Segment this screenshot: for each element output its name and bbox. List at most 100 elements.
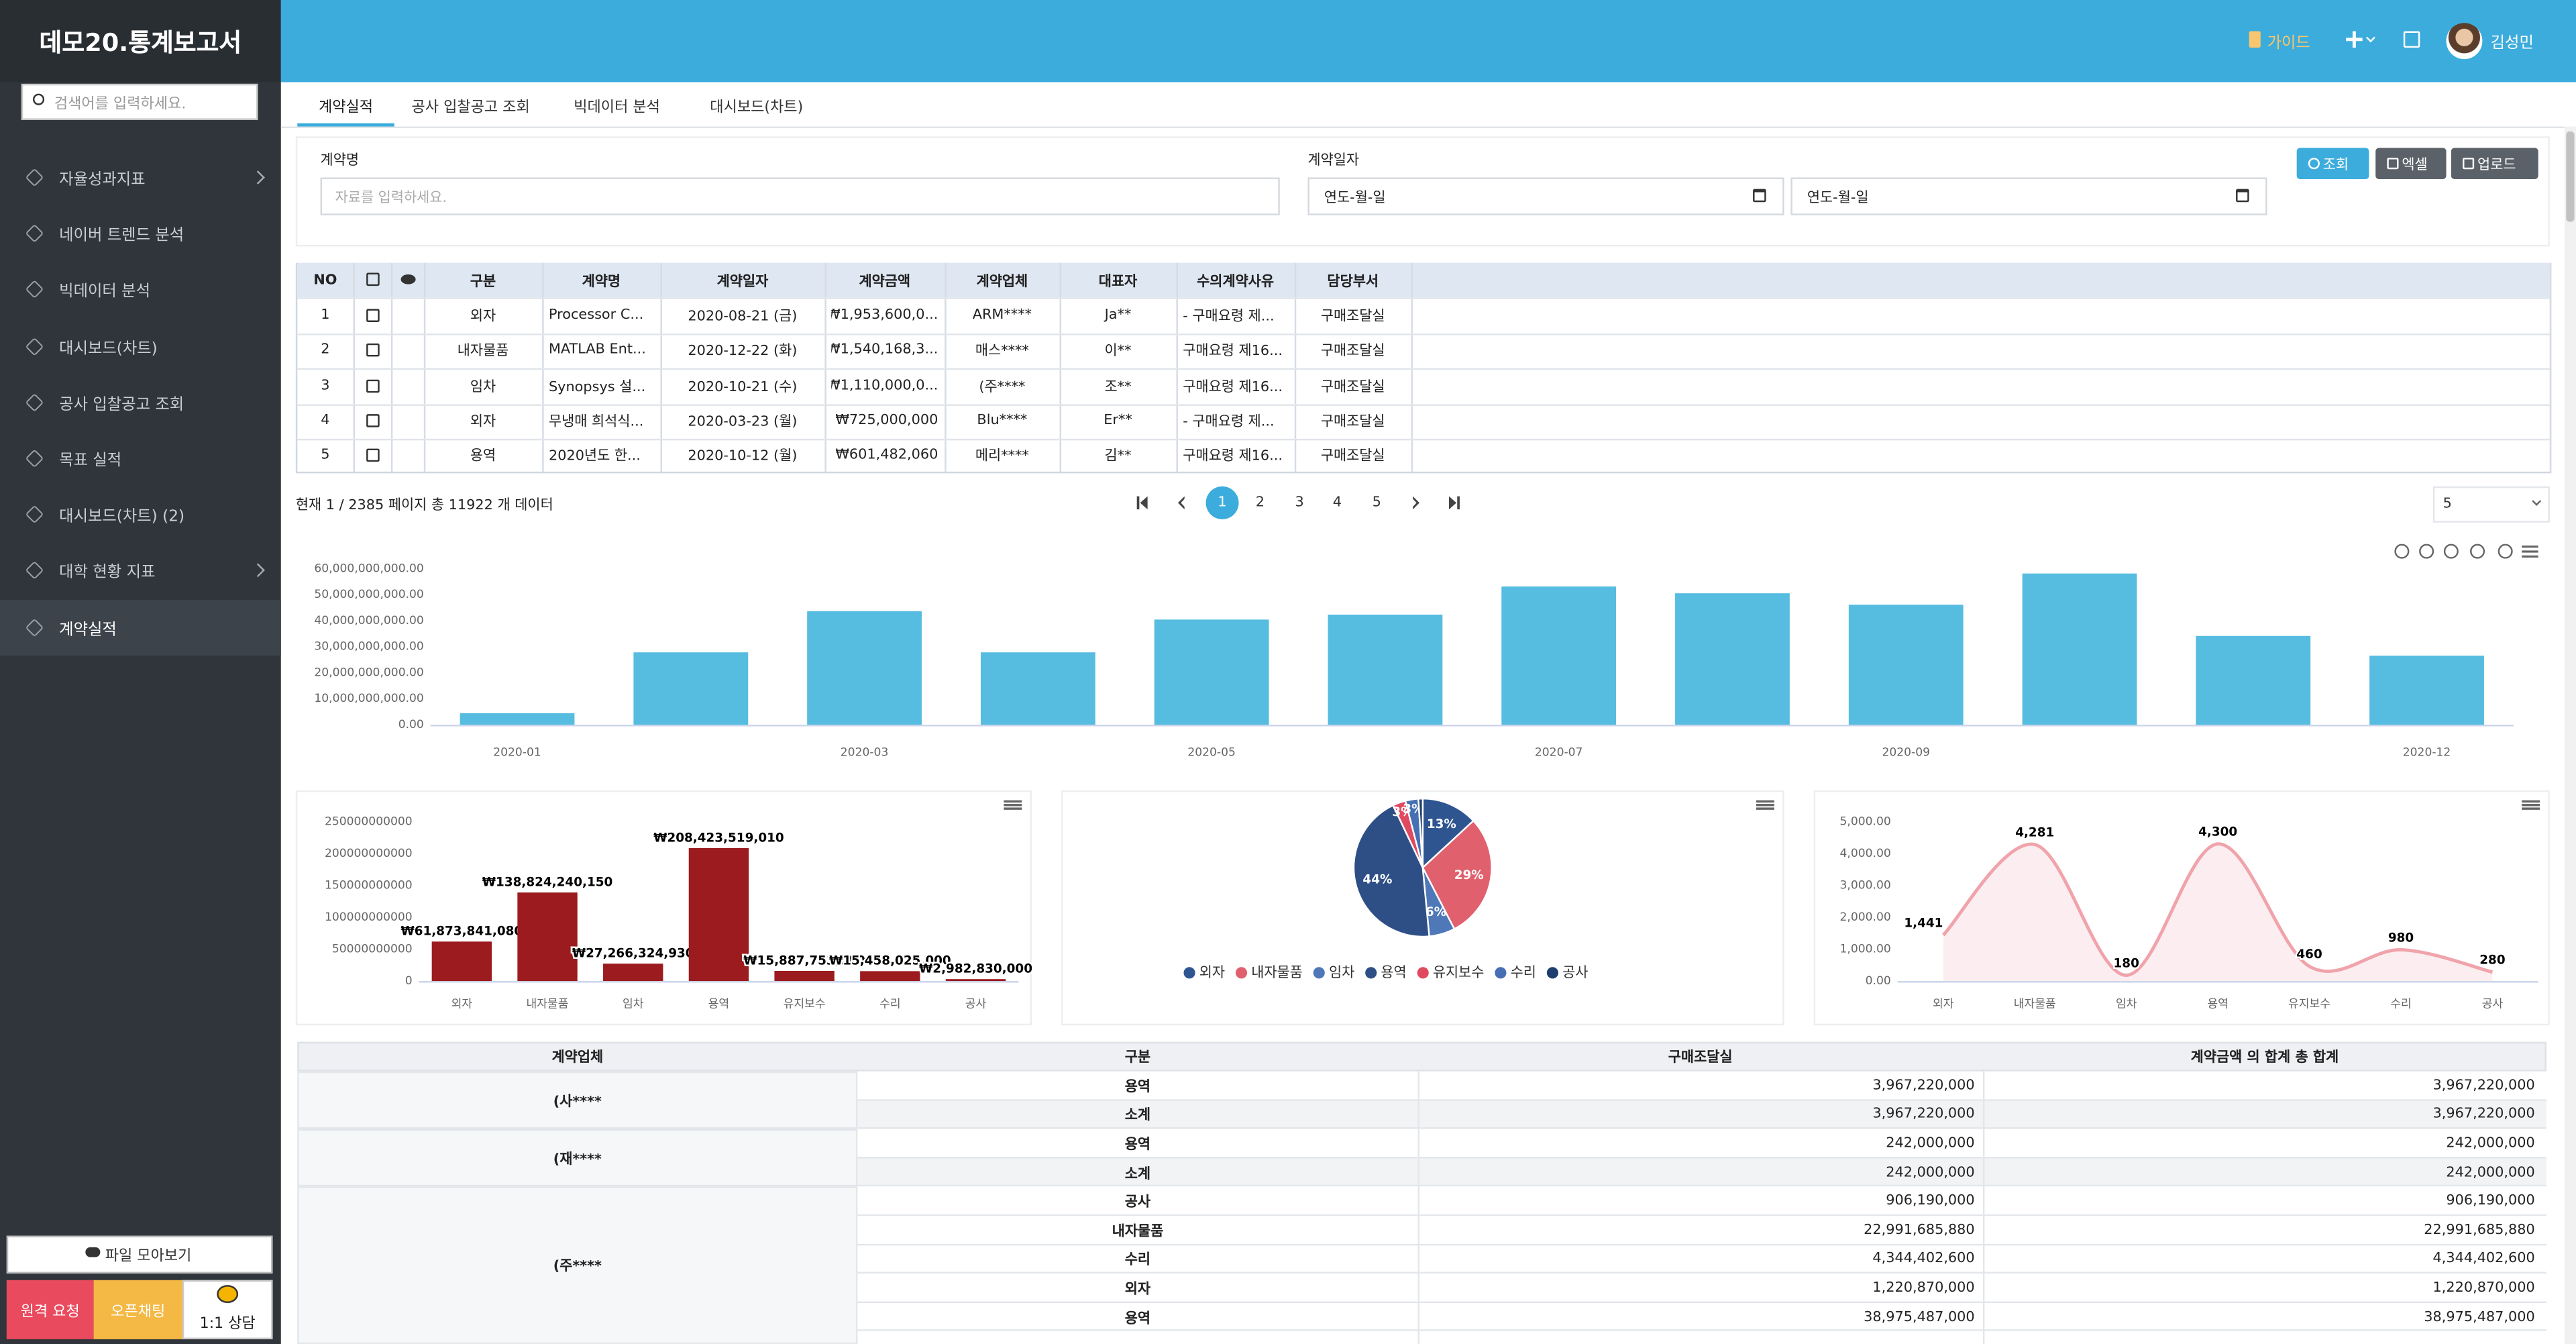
table-cell: MATLAB Ent... (548, 342, 646, 359)
guide-link[interactable]: 가이드 (2267, 34, 2310, 53)
user-name[interactable]: 김성민 (2490, 34, 2534, 53)
column-header: 수의계약사유 (1197, 273, 1275, 291)
menu-label: 공사 입찰공고 조회 (59, 395, 184, 414)
menu-item[interactable] (0, 599, 281, 656)
table-header (297, 262, 2550, 298)
pivot-cell: 4,344,402,600 (2432, 1251, 2535, 1268)
calendar-icon (2236, 189, 2249, 203)
pivot-row (857, 1302, 2546, 1332)
row-border (297, 403, 2550, 405)
pivot-cell: 소계 (1124, 1166, 1151, 1183)
table-cell: ₩1,540,168,3... (831, 342, 938, 359)
cloud-icon (85, 1247, 101, 1257)
column-header: 구분 (470, 273, 496, 291)
table-cell: Er** (1104, 412, 1132, 429)
table-cell: 구매요령 제16... (1183, 379, 1283, 396)
table-cell: ₩725,000,000 (835, 412, 938, 429)
remote-button[interactable]: 원격 요청 (6, 1280, 94, 1339)
pivot-cell: 외자 (1124, 1282, 1151, 1298)
company-cell (297, 1129, 858, 1188)
company-cell (297, 1187, 858, 1344)
page-size-select[interactable] (2432, 486, 2550, 523)
sidebar-header (0, 0, 281, 83)
table-cell: 2020-08-21 (금) (688, 308, 798, 325)
date-label: 계약일자 (1307, 152, 1359, 170)
date-input[interactable] (1790, 177, 2267, 215)
filter-button[interactable] (2451, 148, 2538, 179)
button-label: 조회 (2322, 156, 2349, 174)
table-cell: Processor C... (548, 307, 644, 323)
page-size: 5 (2443, 496, 2452, 513)
page-label[interactable]: 3 (1295, 495, 1304, 511)
pivot-cell: 22,991,685,880 (2424, 1222, 2535, 1239)
tab[interactable]: 공사 입찰공고 조회 (411, 100, 530, 117)
date-text: 연도-월-일 (1807, 189, 1869, 207)
chart-panel (295, 790, 1032, 1026)
page-label[interactable]: 1 (1218, 495, 1227, 511)
menu-label: 빅데이터 분석 (59, 283, 151, 302)
row-border (297, 297, 2550, 299)
page-label[interactable]: 4 (1332, 495, 1342, 511)
table-cell: 매스**** (975, 344, 1029, 360)
pivot-cell: 242,000,000 (2446, 1135, 2535, 1152)
chat-button[interactable]: 오픈채팅 (93, 1280, 182, 1339)
bar (1154, 619, 1269, 725)
pivot-cell: 22,991,685,880 (1864, 1222, 1975, 1239)
name-placeholder: 자료를 입력하세요. (335, 189, 447, 207)
row-checkbox[interactable] (366, 378, 380, 393)
table-cell: 무냉매 희석식... (548, 414, 644, 431)
table-cell: 용역 (470, 449, 496, 466)
pivot-cell: 내자물품 (1112, 1223, 1164, 1241)
page-label[interactable]: 5 (1372, 495, 1381, 511)
table-cell: ARM**** (972, 307, 1032, 323)
tab[interactable]: 빅데이터 분석 (574, 100, 660, 117)
pivot-cell: 242,000,000 (2446, 1164, 2535, 1181)
edit-icon (2403, 31, 2420, 48)
row-checkbox[interactable] (366, 308, 380, 321)
page-prev (1177, 496, 1185, 510)
consult-icon (217, 1285, 239, 1304)
row-checkbox[interactable] (366, 414, 380, 427)
pivot-column: 구분 (1124, 1049, 1151, 1067)
y-tick-label: 20,000,000,000.00 (314, 666, 423, 679)
pivot-column: 계약금액 의 합계 총 합계 (2190, 1049, 2339, 1067)
pivot-row (857, 1187, 2546, 1217)
pivot-header (297, 1041, 2546, 1072)
table-cell: 2020-03-23 (월) (688, 414, 798, 431)
name-input[interactable] (320, 177, 1280, 215)
bar (807, 611, 922, 725)
bar (1501, 586, 1617, 725)
table-cell: ₩601,482,060 (835, 447, 938, 464)
date-input[interactable] (1307, 177, 1784, 215)
tab[interactable]: 계약실적 (318, 100, 374, 117)
table-cell: 4 (321, 412, 330, 429)
menu-label: 계약실적 (59, 620, 117, 639)
row-checkbox[interactable] (366, 448, 380, 462)
pivot-cell: 38,975,487,000 (2424, 1308, 2535, 1326)
table-cell: 구매요령 제16... (1183, 449, 1283, 466)
chat-icon (400, 274, 416, 285)
page-number[interactable] (1205, 486, 1239, 519)
table-cell: 김** (1104, 449, 1132, 466)
column-border (2549, 262, 2552, 474)
search-box[interactable] (21, 83, 258, 120)
pivot-cell: 3,967,220,000 (1872, 1106, 1975, 1123)
menu-label: 대시보드(차트) (2) (59, 508, 185, 527)
column-header: 계약명 (582, 273, 621, 291)
table-cell: 5 (321, 447, 330, 464)
pivot-cell: 용역 (1124, 1079, 1151, 1096)
files-button[interactable] (6, 1235, 273, 1274)
table-cell: 2020년도 한... (548, 449, 641, 466)
files-label: 파일 모아보기 (105, 1249, 192, 1265)
page-label[interactable]: 2 (1255, 495, 1265, 511)
toolbar-icon (2419, 544, 2434, 559)
row-checkbox[interactable] (366, 343, 380, 357)
table-cell: 임차 (470, 379, 496, 396)
table-cell: - 구매요령 제... (1183, 308, 1275, 325)
bar (2022, 573, 2137, 725)
table-cell: (주**** (979, 379, 1026, 396)
table-cell: ₩1,953,600,0... (831, 307, 938, 323)
pivot-cell: 3,967,220,000 (2432, 1078, 2535, 1094)
tab[interactable]: 대시보드(차트) (710, 100, 804, 117)
pivot-cell: 용역 (1124, 1137, 1151, 1154)
